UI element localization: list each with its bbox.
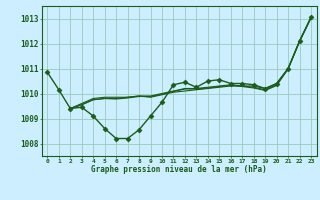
X-axis label: Graphe pression niveau de la mer (hPa): Graphe pression niveau de la mer (hPa) [91, 165, 267, 174]
